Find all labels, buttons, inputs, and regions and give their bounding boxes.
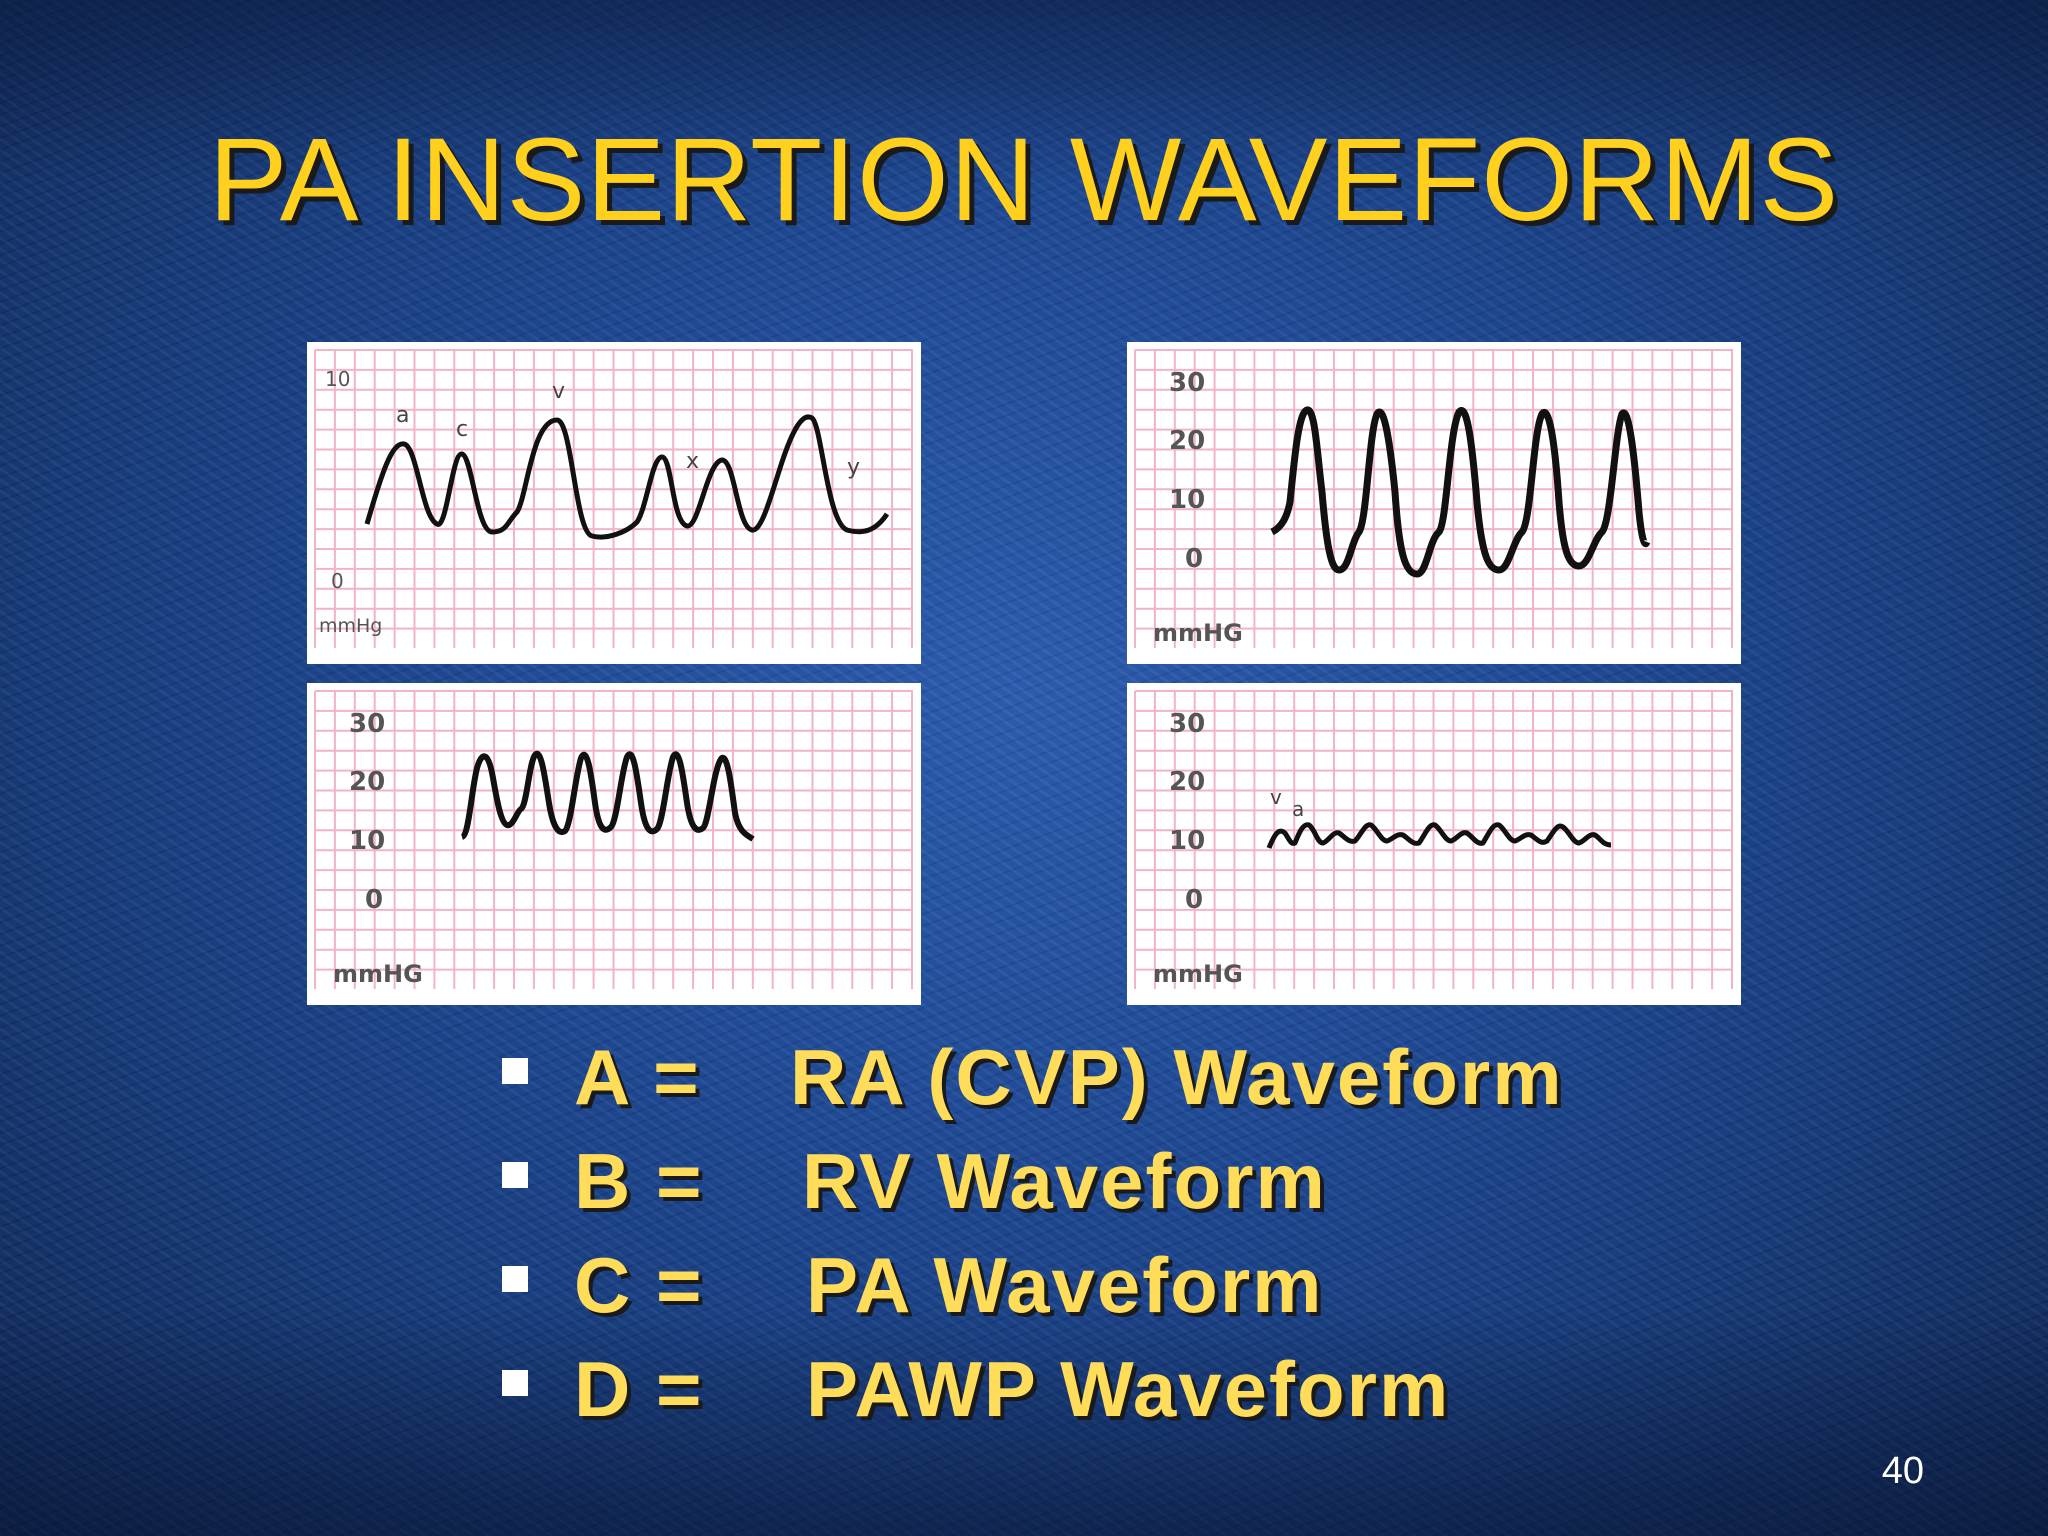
wave-label-v-d: v xyxy=(1270,785,1282,809)
waveform-panel-d: 30 20 10 0 mmHG v a xyxy=(1127,683,1741,1005)
waveform-panel-b: 30 20 10 0 mmHG xyxy=(1127,342,1741,664)
grid-c xyxy=(314,690,913,989)
slide-title: PA INSERTION WAVEFORMS xyxy=(208,114,1840,246)
legend-text: RA (CVP) Waveform xyxy=(790,1033,1564,1121)
y-tick-b-30: 30 xyxy=(1169,368,1205,398)
y-tick-b-10: 10 xyxy=(1169,485,1205,515)
legend-letter: D = xyxy=(574,1345,704,1433)
wave-label-a: a xyxy=(396,403,409,428)
waveform-panel-a: 10 0 mmHg a c v x y xyxy=(307,342,921,664)
trace-b xyxy=(1270,406,1651,578)
legend-letter: B = xyxy=(574,1137,704,1225)
wave-label-a-d: a xyxy=(1292,797,1304,821)
bullet-square-icon xyxy=(502,1266,528,1292)
wave-label-y: y xyxy=(847,455,860,480)
waveform-panel-c: 30 20 10 0 mmHG xyxy=(307,683,921,1005)
y-tick-c-10: 10 xyxy=(349,826,385,856)
bullet-square-icon xyxy=(502,1058,528,1084)
wave-label-v: v xyxy=(552,379,565,404)
trace-d xyxy=(1266,822,1612,849)
legend-text: RV Waveform xyxy=(802,1137,1327,1225)
y-tick-d-0: 0 xyxy=(1185,885,1203,915)
y-tick-c-20: 20 xyxy=(349,767,385,797)
y-tick-c-30: 30 xyxy=(349,709,385,739)
wave-label-x: x xyxy=(686,449,699,474)
grid-a xyxy=(314,349,913,648)
unit-label-b: mmHG xyxy=(1153,619,1243,647)
legend-letter: C = xyxy=(574,1241,704,1329)
trace-c xyxy=(459,750,755,842)
trace-a xyxy=(364,414,890,540)
unit-label-a: mmHg xyxy=(319,615,382,637)
legend-text: PAWP Waveform xyxy=(806,1345,1451,1433)
y-tick-b-20: 20 xyxy=(1169,426,1205,456)
wave-label-c: c xyxy=(456,417,468,442)
y-tick-d-10: 10 xyxy=(1169,826,1205,856)
bullet-square-icon xyxy=(502,1162,528,1188)
bullet-square-icon xyxy=(502,1370,528,1396)
legend-letter: A = xyxy=(574,1033,701,1121)
waveform-chart-b: 30 20 10 0 mmHG xyxy=(1134,349,1733,648)
unit-label-c: mmHG xyxy=(333,960,423,988)
waveform-chart-c: 30 20 10 0 mmHG xyxy=(314,690,913,989)
page-number: 40 xyxy=(1881,1450,1924,1492)
waveform-chart-a: 10 0 mmHg a c v x y xyxy=(314,349,913,648)
unit-label-d: mmHG xyxy=(1153,960,1243,988)
waveform-chart-d: 30 20 10 0 mmHG v a xyxy=(1134,690,1733,989)
y-label-top-a: 10 xyxy=(325,367,350,391)
grid-b xyxy=(1134,349,1733,648)
y-tick-d-30: 30 xyxy=(1169,709,1205,739)
y-tick-c-0: 0 xyxy=(365,885,383,915)
grid-d xyxy=(1134,690,1733,989)
y-label-bottom-a: 0 xyxy=(331,569,344,593)
y-tick-d-20: 20 xyxy=(1169,767,1205,797)
legend-text: PA Waveform xyxy=(806,1241,1324,1329)
y-tick-b-0: 0 xyxy=(1185,544,1203,574)
